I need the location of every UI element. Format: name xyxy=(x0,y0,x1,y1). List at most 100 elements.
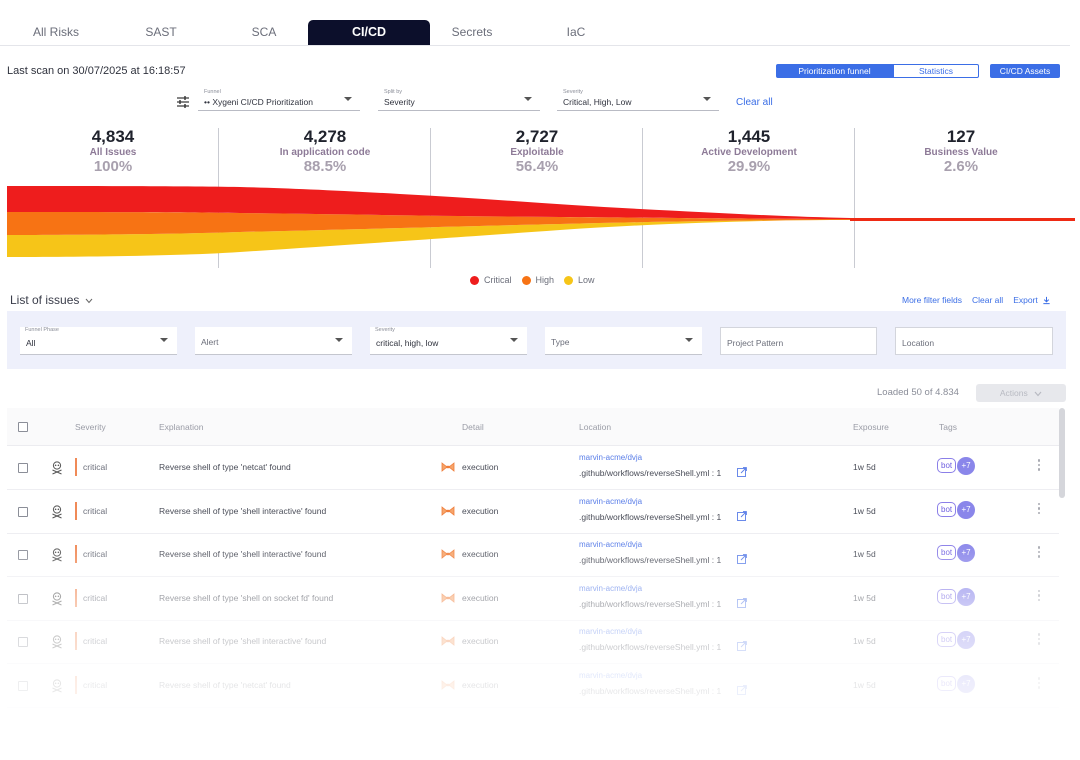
table-row[interactable]: critical Reverse shell of type 'shell int… xyxy=(7,534,1059,578)
project-pattern-input[interactable]: Project Pattern xyxy=(720,327,877,355)
header-severity[interactable]: Severity xyxy=(75,422,106,432)
header-tags[interactable]: Tags xyxy=(939,422,957,432)
funnel-select[interactable]: Funnel •• Xygeni CI/CD Prioritization xyxy=(198,89,360,111)
more-tags-badge[interactable]: +7 xyxy=(957,675,975,693)
row-repo-link[interactable]: marvin-acme/dvja xyxy=(579,627,643,637)
more-tags-badge[interactable]: +7 xyxy=(957,587,975,606)
funnel-select-label: Funnel xyxy=(204,89,221,95)
severity-filter-select[interactable]: Severity critical, high, low xyxy=(370,327,527,355)
funnel-stage-exploitable[interactable]: 2,727 Exploitable 56.4% xyxy=(431,127,643,175)
list-of-issues-toggle[interactable]: List of issues xyxy=(10,293,93,307)
row-menu-icon[interactable] xyxy=(1037,677,1041,691)
row-explanation[interactable]: Reverse shell of type 'shell on socket f… xyxy=(159,592,334,603)
type-select[interactable]: Type xyxy=(545,327,702,355)
tag-bot-chip[interactable]: bot xyxy=(937,458,957,473)
row-explanation[interactable]: Reverse shell of type 'netcat' found xyxy=(159,680,291,690)
split-by-select[interactable]: Split by Severity xyxy=(378,89,540,111)
row-repo-link[interactable]: marvin-acme/dvja xyxy=(579,583,643,593)
statistics-button[interactable]: Statistics xyxy=(893,64,979,78)
row-explanation[interactable]: Reverse shell of type 'netcat' found xyxy=(159,462,291,472)
clear-all-link[interactable]: Clear all xyxy=(972,295,1004,305)
row-explanation[interactable]: Reverse shell of type 'shell interactive… xyxy=(159,505,327,516)
stage-count: 1,445 xyxy=(727,127,771,146)
external-link-icon[interactable] xyxy=(737,597,747,608)
table-scrollbar[interactable] xyxy=(1059,408,1065,498)
prioritization-funnel-button[interactable]: Prioritization funnel xyxy=(776,64,893,78)
table-row[interactable]: critical Reverse shell of type 'netcat' f… xyxy=(7,665,1059,708)
header-explanation[interactable]: Explanation xyxy=(159,422,204,432)
more-filter-fields-link[interactable]: More filter fields xyxy=(902,295,962,305)
tag-bot-chip[interactable]: bot xyxy=(937,545,957,561)
list-actions: More filter fields Clear all Export xyxy=(902,295,1051,305)
row-severity: critical xyxy=(83,462,108,472)
row-menu-icon[interactable] xyxy=(1037,546,1041,560)
row-checkbox[interactable] xyxy=(18,550,28,561)
row-menu-icon[interactable] xyxy=(1037,502,1041,517)
table-row[interactable]: critical Reverse shell of type 'shell int… xyxy=(7,621,1059,665)
more-tags-badge[interactable]: +7 xyxy=(957,500,975,519)
more-tags-badge[interactable]: +7 xyxy=(957,544,975,563)
more-tags-badge[interactable]: +7 xyxy=(957,631,975,650)
row-exposure: 1w 5d xyxy=(853,549,876,560)
funnel-stage-all-issues[interactable]: 4,834 All Issues 100% xyxy=(7,127,219,175)
severity-select[interactable]: Severity Critical, High, Low xyxy=(557,89,719,111)
row-repo-link[interactable]: marvin-acme/dvja xyxy=(579,496,643,506)
row-checkbox[interactable] xyxy=(18,593,28,604)
header-exposure[interactable]: Exposure xyxy=(853,422,889,432)
tag-bot-chip[interactable]: bot xyxy=(937,588,957,604)
row-severity: critical xyxy=(83,592,108,603)
row-explanation[interactable]: Reverse shell of type 'shell interactive… xyxy=(159,636,327,647)
row-menu-icon[interactable] xyxy=(1037,459,1041,473)
row-checkbox[interactable] xyxy=(18,506,28,517)
tag-bot-chip[interactable]: bot xyxy=(937,501,957,517)
tab-iac[interactable]: IaC xyxy=(566,25,586,39)
alert-select[interactable]: Alert xyxy=(195,327,352,355)
location-input[interactable]: Location xyxy=(895,327,1053,355)
filter-settings-icon[interactable] xyxy=(176,95,190,109)
tab-cicd[interactable]: CI/CD xyxy=(308,20,430,45)
row-menu-icon[interactable] xyxy=(1037,633,1041,647)
tag-bot-chip[interactable]: bot xyxy=(937,676,957,691)
table-row[interactable]: critical Reverse shell of type 'shell int… xyxy=(7,490,1059,534)
project-pattern-placeholder: Project Pattern xyxy=(727,338,784,348)
funnel-stage-business-value[interactable]: 127 Business Value 2.6% xyxy=(855,127,1067,175)
table-row[interactable]: critical Reverse shell of type 'shell on … xyxy=(7,577,1059,621)
external-link-icon[interactable] xyxy=(737,510,747,521)
tab-all-risks[interactable]: All Risks xyxy=(32,25,79,39)
last-scan-timestamp: Last scan on 30/07/2025 at 16:18:57 xyxy=(7,65,186,77)
row-repo-link[interactable]: marvin-acme/dvja xyxy=(579,453,643,462)
tag-bot-chip[interactable]: bot xyxy=(937,632,957,648)
external-link-icon[interactable] xyxy=(737,467,747,477)
row-menu-icon[interactable] xyxy=(1037,589,1041,604)
select-all-checkbox[interactable] xyxy=(18,422,28,432)
funnel-stage-active-development[interactable]: 1,445 Active Development 29.9% xyxy=(643,127,855,175)
more-tags-badge[interactable]: +7 xyxy=(957,457,975,475)
row-checkbox[interactable] xyxy=(18,463,28,473)
tab-secrets[interactable]: Secrets xyxy=(451,25,493,39)
cicd-assets-button[interactable]: CI/CD Assets xyxy=(990,64,1060,78)
external-link-icon[interactable] xyxy=(737,554,747,565)
severity-filter-label: Severity xyxy=(375,327,395,333)
funnel-stage-in-application-code[interactable]: 4,278 In application code 88.5% xyxy=(219,127,431,175)
actions-button[interactable]: Actions xyxy=(976,384,1066,402)
view-toggle: Prioritization funnel Statistics xyxy=(776,64,979,78)
header-detail[interactable]: Detail xyxy=(462,422,484,432)
header-location[interactable]: Location xyxy=(579,422,612,432)
row-checkbox[interactable] xyxy=(18,637,28,648)
clear-all-funnel-filters[interactable]: Clear all xyxy=(736,97,773,108)
row-explanation[interactable]: Reverse shell of type 'shell interactive… xyxy=(159,549,327,560)
row-exposure: 1w 5d xyxy=(853,462,876,472)
loaded-count: Loaded 50 of 4.834 xyxy=(877,387,959,398)
export-link[interactable]: Export xyxy=(1013,295,1051,305)
external-link-icon[interactable] xyxy=(737,641,747,652)
row-repo-link[interactable]: marvin-acme/dvja xyxy=(579,540,643,550)
row-repo-link[interactable]: marvin-acme/dvja xyxy=(579,671,643,680)
execution-icon xyxy=(441,680,455,690)
funnel-phase-select[interactable]: Funnel Phase All xyxy=(20,327,177,355)
row-checkbox[interactable] xyxy=(18,681,28,691)
tab-sast[interactable]: SAST xyxy=(145,25,177,39)
table-row[interactable]: critical Reverse shell of type 'netcat' f… xyxy=(7,447,1059,490)
tab-sca[interactable]: SCA xyxy=(251,25,277,39)
split-by-value: Severity xyxy=(384,97,415,107)
external-link-icon[interactable] xyxy=(737,685,747,695)
